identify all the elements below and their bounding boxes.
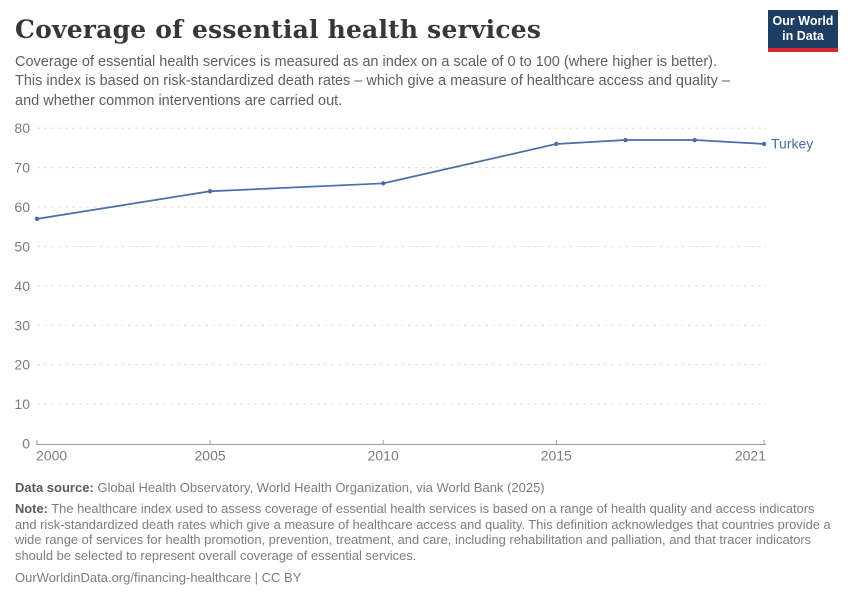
chart-footer: Data source: Global Health Observatory, … [15,480,837,585]
data-point[interactable] [554,141,559,147]
x-axis-tick-label: 2015 [541,448,572,464]
owid-logo: Our World in Data [768,10,838,52]
note-label: Note: [15,501,48,517]
data-point[interactable] [34,216,40,222]
y-axis-tick-label: 60 [14,199,30,215]
y-axis-tick-label: 70 [14,160,30,176]
data-point[interactable] [623,137,628,143]
page-title: Coverage of essential health services [15,15,542,44]
chart-subtitle: Coverage of essential health services is… [15,54,730,109]
chart-svg[interactable]: 0 10 20 30 40 50 60 70 80 2000 2005 2010 2015 2021 Tur… [0,0,850,475]
x-axis-tick-label: 2010 [368,448,399,464]
x-axis-tick-label: 2000 [36,448,67,464]
data-source-text: Global Health Observatory, World Health … [93,480,545,495]
y-axis-tick-label: 30 [14,317,30,333]
citation-link: OurWorldinData.org/financing-healthcare … [15,570,302,586]
data-point[interactable] [761,141,767,147]
y-axis-tick-label: 10 [14,396,30,412]
owid-logo-line2: in Data [782,29,824,43]
data-point[interactable] [692,137,697,143]
chart-header: Coverage of essential health services Co… [15,15,760,111]
x-axis-tick-label: 2005 [195,448,226,464]
x-axis-tick-label: 2021 [735,448,766,464]
data-source-label: Data source: [15,480,94,495]
y-axis-tick-label: 80 [14,120,30,136]
data-point[interactable] [380,181,386,186]
y-axis-tick-label: 40 [14,278,30,294]
y-axis-tick-label: 50 [14,238,30,254]
note-line: Note: The healthcare index used to asses… [15,501,837,563]
data-source-line: Data source: Global Health Observatory, … [15,480,837,496]
y-axis-tick-label: 20 [14,357,30,373]
y-axis-tick-label: 0 [22,436,30,452]
data-point[interactable] [207,189,213,194]
note-text: The healthcare index used to assess cove… [15,501,831,563]
series-label: Turkey [771,135,813,151]
owid-logo-line1: Our World [772,14,834,29]
